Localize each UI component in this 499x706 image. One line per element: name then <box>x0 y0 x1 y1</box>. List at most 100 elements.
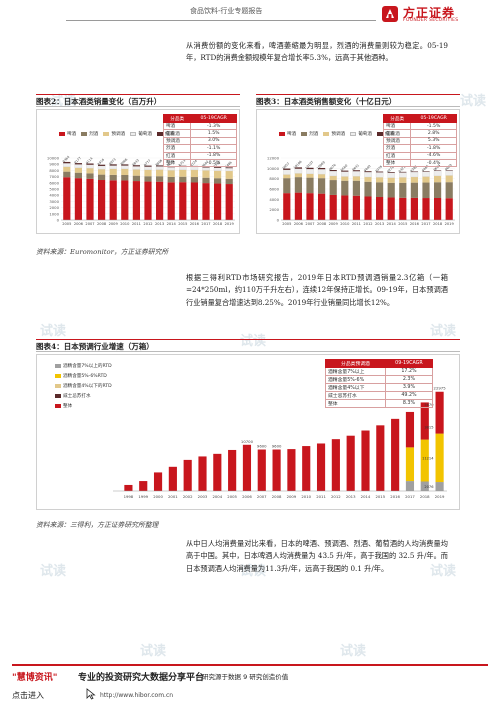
y-tick-label: 6000 <box>269 187 279 192</box>
legend-label: 酒精含量4%以下的RTD <box>63 384 112 389</box>
bar-segment <box>74 163 82 165</box>
bar-segment <box>318 174 326 179</box>
bar-segment <box>341 195 349 220</box>
paragraph-consumption-share: 从消费份额的变化来看，啤酒萎缩最为明显，烈酒的消费量则较为稳定。05-19年，R… <box>186 41 448 63</box>
bar-segment <box>98 180 106 220</box>
bar-total-label: 8806 <box>155 158 164 167</box>
bar-total <box>228 449 237 491</box>
x-tick-label: 2008 <box>97 222 107 226</box>
bar-segment <box>433 170 442 177</box>
bar-total-label: 10107 <box>304 160 314 170</box>
legend-label: 酒精含量7%以上的RTD <box>63 364 112 369</box>
bar-segment <box>445 198 453 220</box>
table-cell: 烈酒 <box>382 144 412 153</box>
bar-total <box>346 435 355 491</box>
bar-segment <box>202 177 210 184</box>
table-row: 葡萄酒 2.8% <box>382 129 457 138</box>
bar-total <box>272 449 281 491</box>
bar-segment <box>63 161 71 164</box>
table-cell: -1.5% <box>410 121 457 131</box>
bar-segment <box>225 184 233 220</box>
table-cell: 2.3% <box>384 375 434 384</box>
bar-segment <box>376 197 384 220</box>
figure-3-legend: 啤酒 烈酒 预调酒 葡萄酒 红酒 <box>279 131 394 137</box>
bar-segment-high <box>420 402 429 440</box>
legend-swatch <box>130 132 137 136</box>
table-cell: -1.8% <box>190 151 237 160</box>
bar-segment <box>63 163 71 167</box>
table-header-cell: 05-19CAGR <box>410 114 457 123</box>
bar-total <box>124 484 133 491</box>
bar-segment <box>445 182 453 199</box>
footer-url-link[interactable]: http://www.hibor.com.cn <box>100 692 174 699</box>
y-tick-label: 6000 <box>49 180 59 185</box>
table-cell: 2.8% <box>410 129 457 138</box>
bar-total <box>242 444 252 491</box>
y-tick-label: 10000 <box>267 166 280 171</box>
bar-segment <box>364 181 372 197</box>
bar-segment <box>121 174 129 181</box>
bar-segment <box>109 180 117 220</box>
x-tick-label: 2018 <box>433 222 443 226</box>
y-tick-label: 4000 <box>269 197 279 202</box>
table-cell: 酒精含量7%以上 <box>325 367 386 376</box>
bar-segment <box>74 178 82 220</box>
bar-segment <box>144 165 152 167</box>
footer-subslogan: 研究源于数据 9 研究创造价值 <box>202 673 289 681</box>
bar-segment <box>63 171 71 178</box>
bar-segment <box>109 164 117 166</box>
bar-segment <box>156 176 164 182</box>
bar-segment <box>283 168 291 170</box>
legend-item: 酒精含量4%以下的RTD <box>55 381 112 391</box>
legend-label: 威士忌苏打水 <box>63 394 91 399</box>
legend-item: 烈酒 <box>301 131 318 137</box>
segment-value-label: 3815 <box>424 426 433 430</box>
table-row: 红酒 -1.8% <box>162 151 237 160</box>
bar-segment <box>179 182 187 220</box>
footer-brand: "慧博资讯" <box>12 673 58 683</box>
legend-item: 酒精含量7%以上的RTD <box>55 361 112 371</box>
bar-segment <box>98 169 106 175</box>
bar-segment <box>317 169 326 175</box>
figure-3-title: 图表3：日本酒类销售额变化（十亿日元） <box>256 94 460 107</box>
bar-segment <box>63 177 71 220</box>
figure-2-title: 图表2：日本酒类销量变化（百万升） <box>36 94 240 107</box>
bar-segment <box>63 166 71 172</box>
table-cell: -1.1% <box>190 144 237 153</box>
bar-segment <box>109 168 117 175</box>
bar-segment <box>167 167 175 171</box>
legend-label: 预调酒 <box>111 132 126 137</box>
legend-item: 葡萄酒 <box>130 131 152 137</box>
bar-segment <box>156 169 164 177</box>
x-tick-label: 2016 <box>390 494 400 499</box>
founder-logo-icon <box>382 6 398 22</box>
bar-segment <box>399 177 407 183</box>
bar-total-label: 10700 <box>241 439 254 444</box>
legend-swatch <box>377 132 383 136</box>
watermark-text: 试读 <box>240 334 267 349</box>
bar-segment-high <box>405 411 415 448</box>
x-tick-label: 2015 <box>375 494 385 499</box>
x-tick-label: 2017 <box>421 222 430 226</box>
table-cell: 3.0% <box>190 136 237 146</box>
bar-segment <box>387 172 395 178</box>
bar-total-label: 9957 <box>282 162 291 171</box>
figure-4-title: 图表4：日本预调行业增速（万箱） <box>36 339 460 352</box>
x-tick-label: 2010 <box>120 222 130 226</box>
logo-english-name: FOUNDER SECURITIES <box>403 18 459 23</box>
bar-segment <box>294 168 303 174</box>
legend-label: 葡萄酒 <box>138 132 152 137</box>
bar-segment <box>410 197 418 220</box>
bar-total-label: 8966 <box>120 157 129 166</box>
x-tick-label: 2018 <box>213 222 223 226</box>
bar-total-label: 9600 <box>272 444 282 449</box>
bar-total-label: 9321 <box>398 165 407 174</box>
table-cell: -1.3% <box>190 121 237 131</box>
table-row: 烈酒 -1.1% <box>162 144 237 153</box>
legend-swatch <box>59 132 65 136</box>
bar-segment <box>132 169 140 176</box>
table-cell: 啤酒 <box>162 121 192 131</box>
bar-total-label: 9114 <box>85 156 94 165</box>
footer-enter-link[interactable]: 点击进入 <box>12 691 44 700</box>
x-tick-label: 2005 <box>227 494 237 499</box>
